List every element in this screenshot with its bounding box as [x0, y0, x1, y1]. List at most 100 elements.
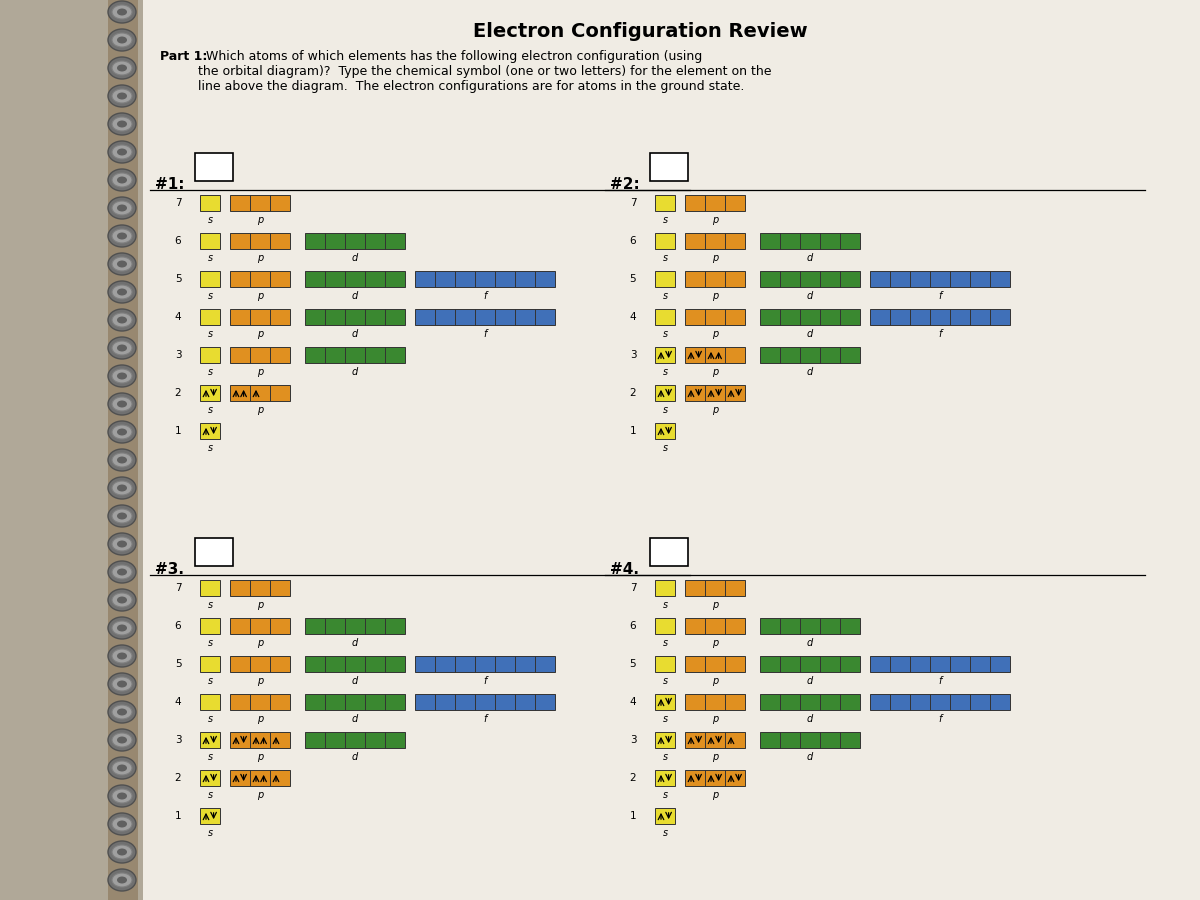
Bar [655, 656, 674, 672]
Text: s: s [208, 714, 212, 724]
Ellipse shape [108, 85, 136, 107]
Bar [655, 694, 674, 710]
Bar [200, 423, 220, 439]
Text: 3: 3 [175, 350, 181, 360]
Text: d: d [806, 638, 814, 648]
Text: 4: 4 [175, 312, 181, 322]
Bar [685, 770, 745, 786]
Bar [655, 580, 674, 596]
Text: f: f [484, 291, 487, 301]
Bar [415, 309, 554, 325]
Text: 4: 4 [630, 312, 636, 322]
Text: d: d [806, 676, 814, 686]
Bar [655, 618, 674, 634]
Ellipse shape [108, 365, 136, 387]
Text: s: s [662, 790, 667, 800]
Text: 1: 1 [630, 426, 636, 436]
Ellipse shape [108, 813, 136, 835]
Bar [655, 385, 674, 401]
Bar [685, 271, 745, 287]
Text: s: s [208, 291, 212, 301]
Text: p: p [257, 638, 263, 648]
Ellipse shape [108, 197, 136, 219]
Bar [655, 423, 674, 439]
Bar [870, 271, 1010, 287]
Text: f: f [484, 676, 487, 686]
Ellipse shape [112, 873, 132, 887]
Bar [650, 153, 688, 181]
Text: p: p [712, 638, 718, 648]
Ellipse shape [112, 341, 132, 355]
Ellipse shape [108, 757, 136, 779]
Text: 6: 6 [175, 621, 181, 631]
Text: f: f [484, 714, 487, 724]
Text: d: d [806, 367, 814, 377]
Text: p: p [257, 714, 263, 724]
Bar [194, 538, 233, 566]
Text: s: s [208, 405, 212, 415]
Bar [685, 656, 745, 672]
Ellipse shape [118, 652, 127, 660]
Bar [230, 770, 290, 786]
Bar [305, 271, 406, 287]
Text: 1: 1 [175, 811, 181, 821]
Text: d: d [352, 291, 358, 301]
Text: p: p [712, 600, 718, 610]
Bar [760, 233, 860, 249]
Text: f: f [484, 329, 487, 339]
Text: d: d [806, 253, 814, 263]
Text: s: s [208, 638, 212, 648]
Text: #4.: #4. [610, 562, 640, 577]
Ellipse shape [112, 453, 132, 467]
Text: 2: 2 [630, 773, 636, 783]
Ellipse shape [112, 173, 132, 187]
Text: d: d [352, 752, 358, 762]
Text: 6: 6 [630, 621, 636, 631]
Text: s: s [662, 714, 667, 724]
Text: p: p [257, 752, 263, 762]
Bar [230, 694, 290, 710]
Text: s: s [208, 443, 212, 453]
Bar [230, 656, 290, 672]
Bar [305, 618, 406, 634]
Text: d: d [806, 752, 814, 762]
Bar [108, 0, 138, 900]
Bar [760, 347, 860, 363]
Ellipse shape [118, 849, 127, 856]
Text: d: d [352, 329, 358, 339]
Text: s: s [662, 600, 667, 610]
Ellipse shape [108, 309, 136, 331]
Ellipse shape [108, 701, 136, 723]
Ellipse shape [118, 289, 127, 295]
Ellipse shape [112, 61, 132, 75]
Text: 5: 5 [630, 659, 636, 669]
Bar [200, 808, 220, 824]
Ellipse shape [108, 561, 136, 583]
Ellipse shape [118, 680, 127, 688]
Ellipse shape [118, 65, 127, 71]
Ellipse shape [118, 484, 127, 491]
Ellipse shape [112, 761, 132, 775]
Ellipse shape [118, 345, 127, 352]
Text: f: f [938, 329, 942, 339]
Bar [870, 309, 1010, 325]
Bar [685, 618, 745, 634]
Ellipse shape [118, 121, 127, 128]
Bar [305, 309, 406, 325]
Ellipse shape [108, 673, 136, 695]
Text: 6: 6 [175, 236, 181, 246]
Text: p: p [712, 405, 718, 415]
Text: s: s [208, 600, 212, 610]
Text: s: s [662, 329, 667, 339]
Ellipse shape [112, 229, 132, 243]
Ellipse shape [112, 33, 132, 47]
Ellipse shape [112, 397, 132, 411]
Text: s: s [208, 253, 212, 263]
Bar [200, 618, 220, 634]
Bar [655, 309, 674, 325]
Text: Which atoms of which elements has the following electron configuration (using
th: Which atoms of which elements has the fo… [198, 50, 772, 93]
Text: 4: 4 [630, 697, 636, 707]
Bar [143, 0, 1200, 900]
Ellipse shape [108, 449, 136, 471]
Ellipse shape [112, 677, 132, 691]
